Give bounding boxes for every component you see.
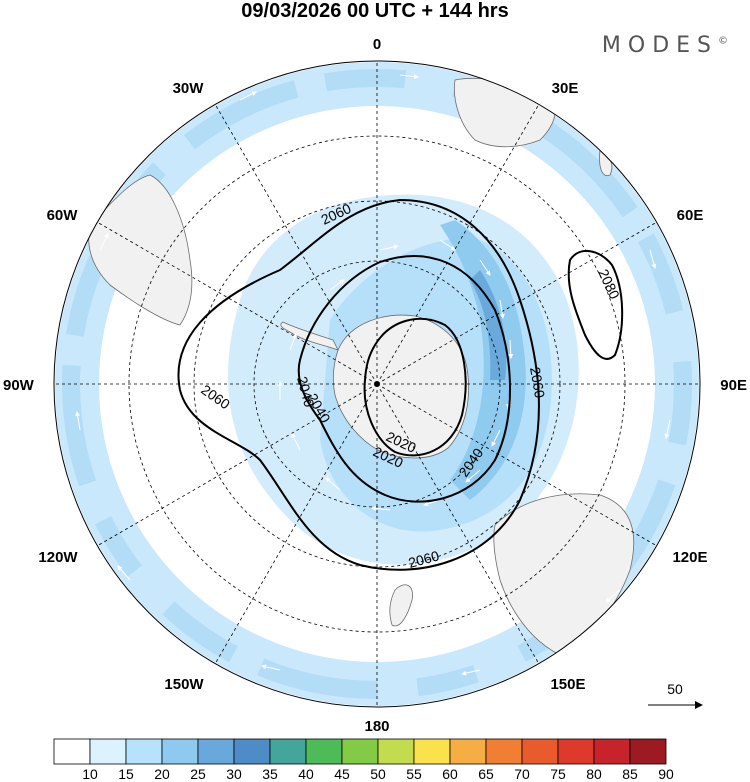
lon-label-30w: 30W xyxy=(173,80,205,97)
lon-label-0: 0 xyxy=(373,36,381,53)
colorbar-swatch xyxy=(629,738,667,765)
colorbar-swatch xyxy=(557,738,595,765)
south-pole-marker xyxy=(374,381,380,387)
contour-2080 xyxy=(567,250,624,360)
contour-2060 xyxy=(177,198,540,571)
land-masses xyxy=(88,77,634,656)
colorbar-swatch xyxy=(485,738,523,765)
colorbar-swatch xyxy=(449,738,487,765)
colorbar-label: 85 xyxy=(622,766,638,782)
lon-label-30e: 30E xyxy=(552,80,579,97)
colorbar-label: 40 xyxy=(298,766,314,782)
colorbar-swatch xyxy=(413,738,451,765)
lon-label-120w: 120W xyxy=(38,549,78,566)
colorbar-label: 80 xyxy=(586,766,602,782)
lon-label-60e: 60E xyxy=(677,207,704,224)
height-contours xyxy=(177,198,624,571)
lon-label-90w: 90W xyxy=(3,377,35,394)
colorbar-label: 50 xyxy=(370,766,386,782)
colorbar-swatch xyxy=(53,738,91,765)
colorbar-swatch xyxy=(233,738,271,765)
colorbar: 10 15 20 25 30 35 40 45 50 55 60 65 70 75 80 85 90 xyxy=(53,738,674,782)
colorbar-label: 60 xyxy=(442,766,458,782)
contour-2020 xyxy=(363,317,467,457)
colorbar-swatch xyxy=(89,738,127,765)
reference-vector: 50 xyxy=(648,681,703,709)
brand-logo: MODES© xyxy=(602,33,728,58)
colorbar-label: 15 xyxy=(118,766,134,782)
colorbar-label: 65 xyxy=(478,766,494,782)
brand-name: MODES xyxy=(601,33,718,58)
colorbar-label: 30 xyxy=(226,766,242,782)
colorbar-label: 55 xyxy=(406,766,422,782)
colorbar-swatch xyxy=(197,738,235,765)
colorbar-swatch xyxy=(341,738,379,765)
colorbar-swatch xyxy=(377,738,415,765)
contour-label: 2060 xyxy=(527,366,548,400)
colorbar-label: 25 xyxy=(190,766,206,782)
graticule xyxy=(54,61,700,707)
map-border xyxy=(53,60,701,708)
map-title: 09/03/2026 00 UTC + 144 hrs xyxy=(241,0,509,22)
copyright-mark: © xyxy=(718,35,728,47)
lon-label-180: 180 xyxy=(364,718,389,735)
colorbar-swatch xyxy=(521,738,559,765)
colorbar-label: 35 xyxy=(262,766,278,782)
reference-vector-label: 50 xyxy=(667,681,683,697)
longitude-labels: 0 180 90W 90E 30W 30E 60W 60E 120W 120E … xyxy=(3,36,747,735)
contour-2040 xyxy=(297,254,511,503)
new-zealand xyxy=(389,584,413,627)
colorbar-label: 10 xyxy=(82,766,98,782)
south-america xyxy=(88,174,193,326)
colorbar-swatch xyxy=(125,738,163,765)
lon-label-120e: 120E xyxy=(672,549,707,566)
lon-label-90e: 90E xyxy=(720,377,747,394)
contour-label: 2060 xyxy=(407,547,441,571)
lon-label-60w: 60W xyxy=(47,207,79,224)
contour-label: 2040 xyxy=(294,375,318,409)
colorbar-label: 70 xyxy=(514,766,530,782)
colorbar-label: 45 xyxy=(334,766,350,782)
colorbar-swatch xyxy=(305,738,343,765)
colorbar-swatch xyxy=(161,738,199,765)
colorbar-label: 75 xyxy=(550,766,566,782)
colorbar-label: 90 xyxy=(658,766,674,782)
colorbar-swatch xyxy=(269,738,307,765)
colorbar-label: 20 xyxy=(154,766,170,782)
colorbar-swatch xyxy=(593,738,631,765)
lon-label-150w: 150W xyxy=(164,676,204,693)
lon-label-150e: 150E xyxy=(550,676,585,693)
